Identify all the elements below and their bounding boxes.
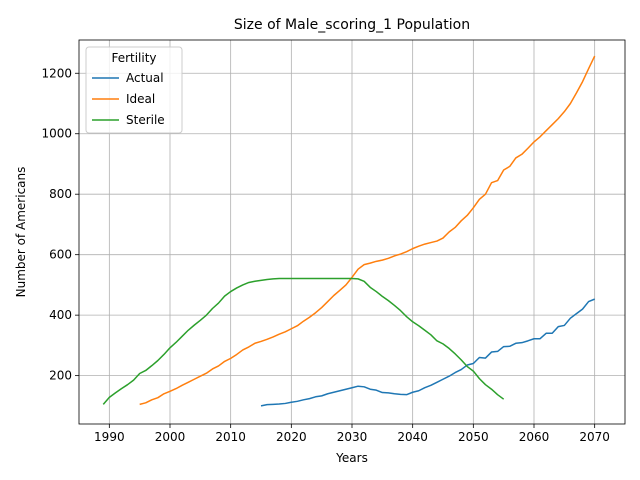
x-tick-label: 2020 [276,430,307,444]
grid [79,40,625,424]
legend-entries: Actual Ideal Sterile [92,71,165,127]
series-line-actual [260,298,595,407]
x-tick-label: 2050 [458,430,489,444]
legend-label-sterile: Sterile [126,113,165,127]
x-tick-label: 2060 [519,430,550,444]
series-line-sterile [102,277,505,405]
axis-ticks: 1990 2000 2010 2020 2030 2040 2050 2060 2070 200 4… [41,66,609,444]
x-tick-label: 2010 [215,430,246,444]
y-tick-label: 400 [49,308,72,322]
y-tick-label: 600 [49,248,72,262]
legend-label-ideal: Ideal [126,92,155,106]
legend-box [85,46,183,134]
y-tick-label: 200 [49,369,72,383]
x-tick-label: 2000 [155,430,186,444]
x-tick-label: 1990 [94,430,125,444]
y-tick-label: 1000 [41,127,72,141]
series-line-ideal [139,55,596,406]
y-tick-label: 800 [49,187,72,201]
y-axis-label: Number of Americans [14,167,28,298]
x-tick-label: 2030 [337,430,368,444]
x-tick-label: 2040 [397,430,428,444]
chart-title: Size of Male_scoring_1 Population [234,17,470,33]
y-tick-label: 1200 [41,66,72,80]
legend-title: Fertility [111,51,156,65]
x-axis-label: Years [335,451,368,465]
series-lines [102,55,596,407]
legend: Fertility Actual Ideal Sterile [85,46,183,134]
legend-label-actual: Actual [126,71,164,85]
x-tick-label: 2070 [579,430,610,444]
